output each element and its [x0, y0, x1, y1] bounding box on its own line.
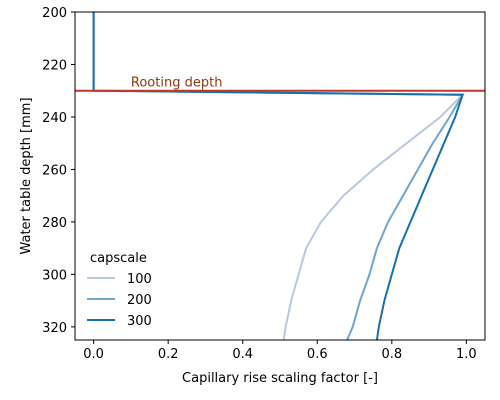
legend-label-100: 100	[127, 272, 152, 287]
x-tick-label: 0.6	[307, 347, 328, 362]
y-axis-label: Water table depth [mm]	[19, 97, 34, 254]
x-tick-label: 0.8	[381, 347, 402, 362]
plot-frame	[74, 11, 486, 341]
x-tick-label: 0.2	[158, 347, 179, 362]
x-tick-label: 0.4	[232, 347, 253, 362]
legend: capscale 100 200 300	[87, 251, 152, 329]
legend-label-300: 300	[127, 314, 152, 329]
y-axis-ticks: 200 220 240 260 280 300 320	[42, 6, 75, 336]
series-line-300	[92, 12, 464, 340]
x-axis-ticks: 0.0 0.2 0.4 0.6 0.8 1.0	[83, 340, 477, 362]
legend-title: capscale	[90, 251, 147, 266]
y-tick-label: 220	[42, 58, 67, 73]
series-layer	[75, 12, 485, 340]
x-axis-label: Capillary rise scaling factor [-]	[182, 371, 378, 386]
x-tick-label: 1.0	[456, 347, 477, 362]
y-tick-label: 300	[42, 268, 67, 283]
x-tick-label: 0.0	[83, 347, 104, 362]
rooting-depth-label: Rooting depth	[131, 76, 223, 91]
y-tick-label: 280	[42, 216, 67, 231]
y-tick-label: 320	[42, 321, 67, 336]
annotation-layer: Rooting depth	[131, 76, 223, 91]
legend-label-200: 200	[127, 293, 152, 308]
y-tick-label: 260	[42, 163, 67, 178]
y-tick-label: 200	[42, 6, 67, 21]
y-tick-label: 240	[42, 111, 67, 126]
